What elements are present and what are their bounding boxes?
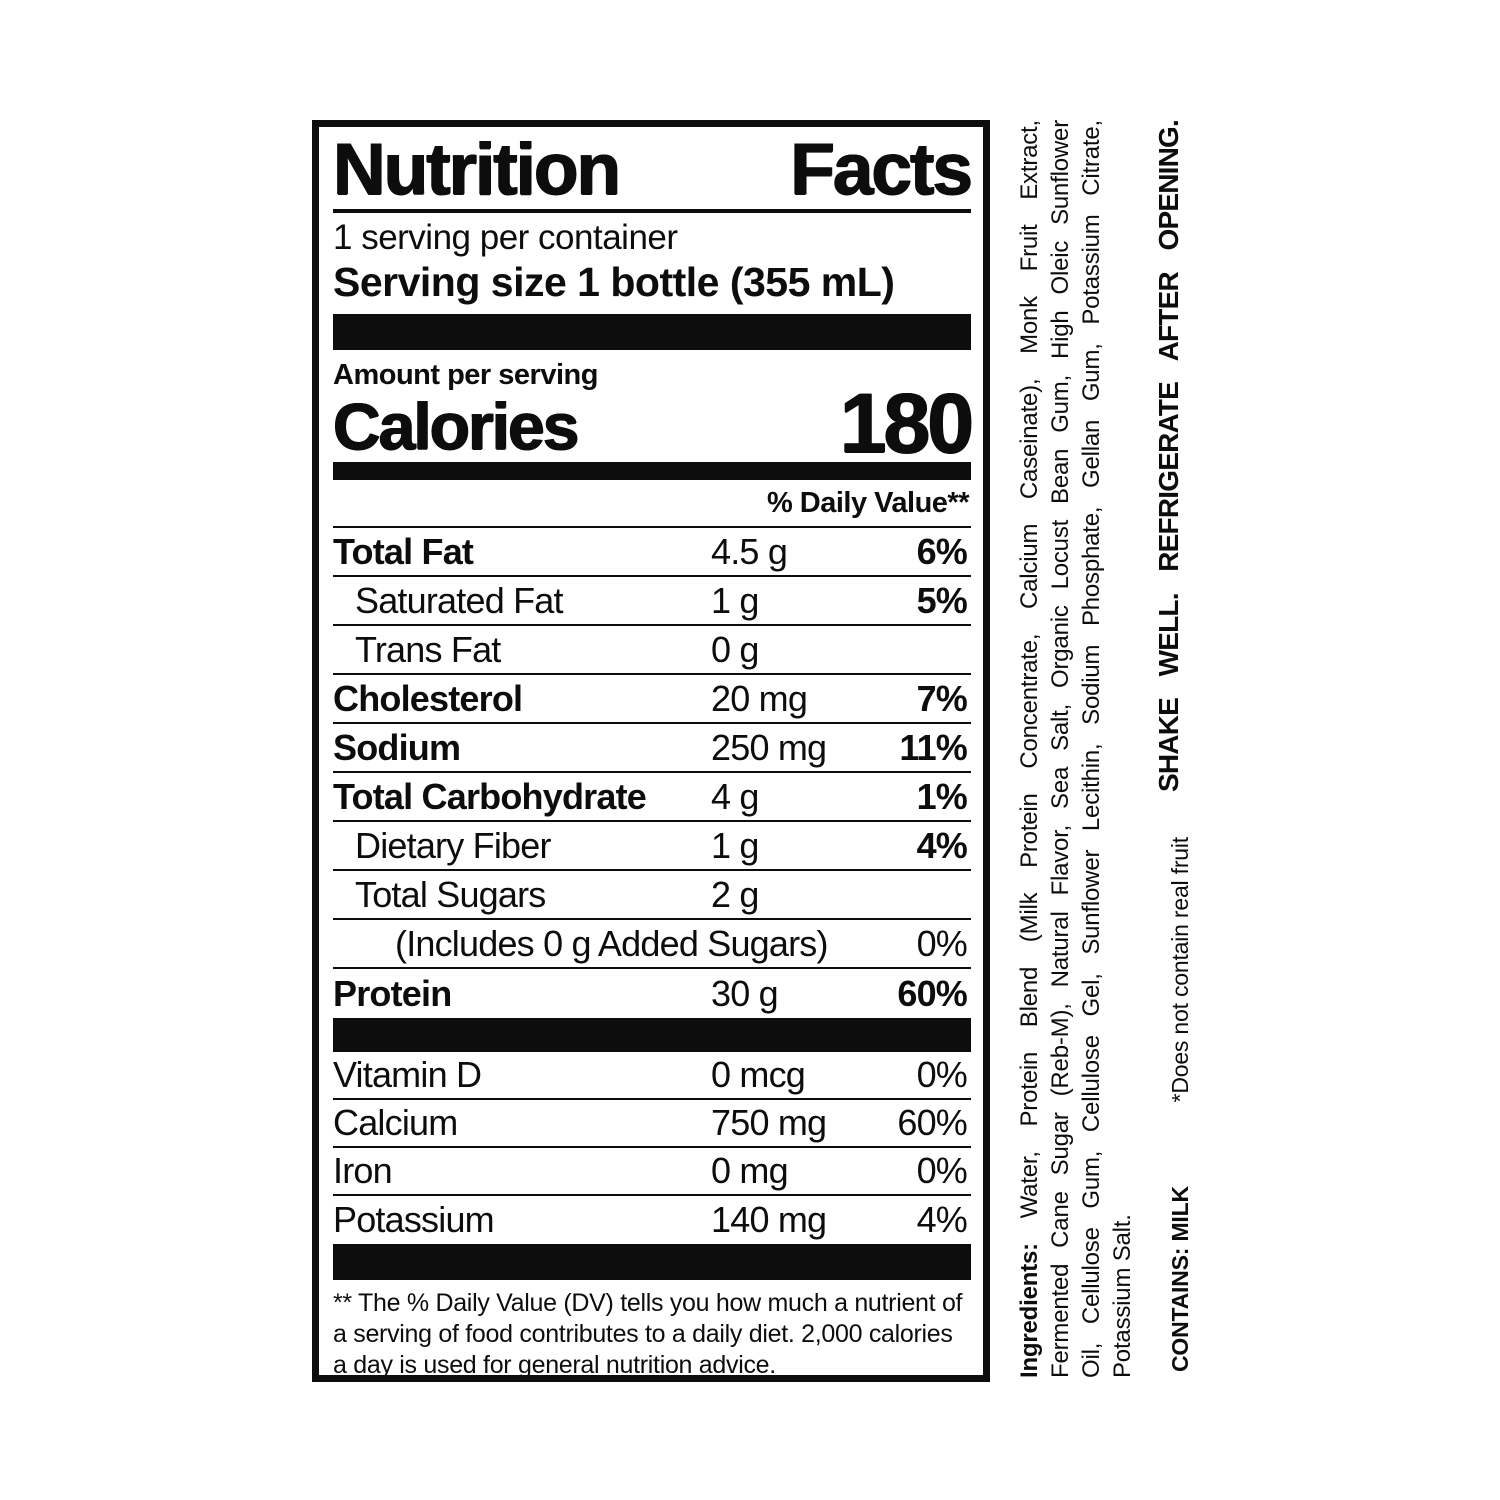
nutrient-name: Total Fat <box>333 530 474 572</box>
shake-well-text: SHAKE WELL. REFRIGERATE AFTER OPENING. <box>1153 120 1184 792</box>
nutrient-amount: 30 g <box>711 972 779 1014</box>
nutrient-name: Saturated Fat <box>355 579 564 621</box>
nutrient-daily-value: 0% <box>916 1054 968 1095</box>
calories-value: 180 <box>839 376 974 470</box>
nutrient-row: Sodium 250 mg 11% <box>333 724 971 773</box>
nutrient-name: Dietary Fiber <box>355 824 551 866</box>
nutrient-name: Protein <box>333 972 452 1014</box>
nutrient-name: Total Carbohydrate <box>333 775 647 817</box>
amount-per-serving-label: Amount per serving <box>333 359 598 391</box>
nutrient-name: Cholesterol <box>333 677 523 719</box>
nutrient-name: (Includes 0 g Added Sugars) <box>395 922 829 964</box>
calories-row: Calories 180 <box>333 376 974 470</box>
nutrient-amount: 0 mg <box>711 1150 789 1191</box>
nutrient-name: Calcium <box>333 1102 458 1143</box>
divider-bar-thick-middle <box>333 1018 971 1052</box>
nutrient-row: Saturated Fat 1 g 5% <box>333 577 971 626</box>
divider-bar-medium <box>333 462 971 480</box>
vitamin-row: Calcium 750 mg 60% <box>333 1100 971 1148</box>
daily-value-header: % Daily Value** <box>333 480 971 528</box>
nutrient-daily-value: 7% <box>916 677 968 719</box>
nutrient-daily-value: 5% <box>916 579 968 621</box>
nutrient-amount: 4 g <box>711 775 759 817</box>
allergen-line: CONTAINS: MILK *Does not contain real fr… <box>1166 837 1194 1372</box>
nutrient-row: Total Sugars 2 g <box>333 871 971 920</box>
nutrient-daily-value: 60% <box>897 1102 967 1143</box>
fruit-note-text: *Does not contain real fruit <box>1167 837 1193 1103</box>
nutrient-daily-value: 1% <box>916 775 968 817</box>
nutrient-name: Potassium <box>333 1199 495 1240</box>
nutrient-row: Total Fat 4.5 g 6% <box>333 528 971 577</box>
servings-per-container: 1 serving per container <box>333 218 678 257</box>
nutrient-daily-value: 4% <box>916 1199 968 1240</box>
ingredients-line: Fermented Cane Sugar (Reb-M), Natural Fl… <box>1047 120 1074 1378</box>
nutrient-row: Dietary Fiber 1 g 4% <box>333 822 971 871</box>
ingredients-prefix: Ingredients: <box>1016 1243 1043 1378</box>
vitamin-row: Vitamin D 0 mcg 0% <box>333 1052 971 1100</box>
nutrient-daily-value: 0% <box>916 922 968 964</box>
nutrient-amount: 1 g <box>711 579 759 621</box>
vitamin-row: Potassium 140 mg 4% <box>333 1196 971 1244</box>
nutrient-amount: 0 mcg <box>711 1054 806 1095</box>
ingredients-line: Ingredients: Water, Protein Blend (Milk … <box>1016 120 1043 1378</box>
nutrient-amount: 140 mg <box>711 1199 827 1240</box>
nutrient-name: Trans Fat <box>355 628 501 670</box>
nutrient-daily-value: 0% <box>916 1150 968 1191</box>
contains-milk-text: CONTAINS: MILK <box>1167 1186 1193 1372</box>
nutrient-daily-value: 60% <box>897 972 967 1014</box>
vitamin-rows: Vitamin D 0 mcg 0% Calcium 750 mg 60% Iron 0 mg… <box>333 1052 971 1244</box>
nutrient-amount: 20 mg <box>711 677 808 719</box>
nutrient-amount: 1 g <box>711 824 759 866</box>
divider-bar-thick-bottom <box>333 1244 971 1280</box>
nutrient-amount: 0 g <box>711 628 759 670</box>
daily-value-footnote: ** The % Daily Value (DV) tells you how … <box>333 1289 963 1379</box>
ingredients-line: Oil, Cellulose Gum, Cellulose Gel, Sunfl… <box>1078 120 1105 1378</box>
nutrient-daily-value: 6% <box>916 530 968 572</box>
nutrient-amount: 4.5 g <box>711 530 788 572</box>
ingredients-text: Ingredients: Water, Protein Blend (Milk … <box>1014 120 1138 1378</box>
calories-label: Calories <box>333 389 579 463</box>
nutrient-amount: 2 g <box>711 873 759 915</box>
nutrient-row: (Includes 0 g Added Sugars) 0% <box>333 920 971 969</box>
nutrient-daily-value: 11% <box>899 726 967 768</box>
nutrient-row: Protein 30 g 60% <box>333 969 971 1018</box>
nutrient-row: Total Carbohydrate 4 g 1% <box>333 773 971 822</box>
nutrient-amount: 250 mg <box>711 726 827 768</box>
nutrition-facts-title: Nutrition Facts <box>333 133 973 213</box>
ingredients-line: Potassium Salt. <box>1109 1214 1136 1378</box>
nutrient-name: Vitamin D <box>333 1054 482 1095</box>
vitamin-row: Iron 0 mg 0% <box>333 1148 971 1196</box>
nutrient-row: Trans Fat 0 g <box>333 626 971 675</box>
divider-bar-thick-top <box>333 314 971 350</box>
nutrient-row: Cholesterol 20 mg 7% <box>333 675 971 724</box>
nutrient-name: Total Sugars <box>355 873 546 915</box>
nutrient-name: Iron <box>333 1150 393 1191</box>
nutrient-name: Sodium <box>333 726 461 768</box>
nutrient-daily-value: 4% <box>916 824 968 866</box>
nutrient-rows: Total Fat 4.5 g 6% Saturated Fat 1 g 5% Trans … <box>333 528 971 1018</box>
serving-size: Serving size 1 bottle (355 mL) <box>333 259 895 305</box>
nutrient-amount: 750 mg <box>711 1102 827 1143</box>
nutrition-facts-panel: Nutrition Facts 1 serving per container … <box>312 120 990 1382</box>
